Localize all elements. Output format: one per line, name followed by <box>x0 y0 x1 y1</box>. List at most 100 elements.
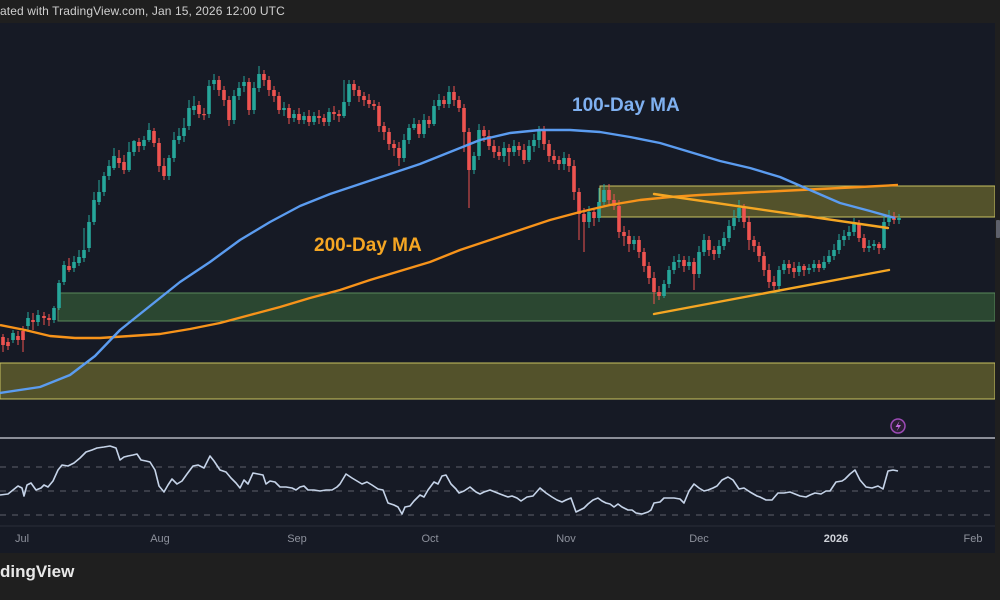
candle-body <box>577 192 581 214</box>
candle-body <box>617 206 621 232</box>
candle-body <box>717 246 721 254</box>
candle-body <box>687 262 691 266</box>
candle-body <box>672 262 676 270</box>
candle-body <box>837 240 841 250</box>
candle-body <box>92 200 96 222</box>
candle-body <box>287 108 291 118</box>
candle-body <box>522 150 526 160</box>
candle-body <box>417 124 421 134</box>
ascending-trendline[interactable] <box>652 268 891 316</box>
candle-body <box>512 146 516 152</box>
candle-body <box>497 152 501 156</box>
lightning-glyph <box>895 421 901 432</box>
candle-body <box>292 114 296 118</box>
candle-body <box>477 130 481 156</box>
ma200-line <box>0 183 899 340</box>
candle-body <box>197 105 201 114</box>
candle-body <box>682 260 686 266</box>
candle-body <box>557 160 561 164</box>
candle-body <box>372 104 376 106</box>
price-scale-edge <box>995 23 1000 553</box>
support-zone-lower[interactable] <box>0 362 995 400</box>
candle-body <box>452 92 456 100</box>
candle-body <box>437 100 441 106</box>
event-marker[interactable] <box>890 418 906 434</box>
candle-body <box>897 218 901 220</box>
support-zone-green[interactable] <box>57 292 995 322</box>
candle-body <box>827 256 831 262</box>
candle-body <box>387 132 391 144</box>
candle-body <box>797 266 801 272</box>
candle-body <box>52 308 56 320</box>
candle-body <box>407 128 411 140</box>
price-scale-handle[interactable] <box>996 220 1000 238</box>
candle-body <box>832 250 836 256</box>
candle-body <box>647 266 651 278</box>
ma100-label: 100-Day MA <box>572 95 680 116</box>
candle-body <box>747 222 751 240</box>
candle-body <box>642 252 646 266</box>
candle-body <box>97 192 101 202</box>
time-axis-label: Sep <box>287 533 307 545</box>
time-axis-label: Aug <box>150 533 170 545</box>
candle-body <box>232 96 236 120</box>
candle-body <box>582 214 586 222</box>
candle-body <box>82 250 86 258</box>
ma200-label: 200-Day MA <box>314 235 422 256</box>
top-bar: ated with TradingView.com, Jan 15, 2026 … <box>0 0 1000 22</box>
candle-body <box>102 176 106 192</box>
time-axis[interactable]: Jul Aug Sep Oct Nov Dec 2026 Feb <box>15 533 983 545</box>
tradingview-logo-text: dingView <box>0 562 75 581</box>
candle-body <box>167 158 171 176</box>
descending-trendline[interactable] <box>652 192 890 230</box>
candle-body <box>602 190 606 202</box>
time-axis-label: Dec <box>689 533 709 545</box>
candle-body <box>222 90 226 100</box>
candle-body <box>702 240 706 252</box>
candle-body <box>772 282 776 286</box>
candle-body <box>697 252 701 274</box>
candle-body <box>36 315 40 322</box>
time-axis-label: Nov <box>556 533 576 545</box>
candle-body <box>11 333 15 340</box>
candle-body <box>107 166 111 176</box>
candle-body <box>192 106 196 110</box>
candle-body <box>187 108 191 126</box>
candle-body <box>462 108 466 132</box>
candle-body <box>712 250 716 254</box>
candle-body <box>62 265 66 282</box>
candle-body <box>737 208 741 218</box>
candle-body <box>217 80 221 90</box>
candle-body <box>72 262 76 268</box>
candle-body <box>532 140 536 146</box>
ma-annotations: 100-Day MA 200-Day MA <box>314 95 680 256</box>
candle-body <box>502 148 506 156</box>
candle-body <box>632 240 636 244</box>
candle-body <box>1 337 5 345</box>
candle-body <box>667 270 671 284</box>
candle-body <box>202 114 206 116</box>
candle-body <box>592 212 596 218</box>
time-axis-label: Feb <box>964 533 983 545</box>
trendlines <box>652 192 891 316</box>
candle-body <box>542 130 546 144</box>
candle-body <box>357 90 361 96</box>
candle-body <box>337 114 341 116</box>
time-axis-label: Jul <box>15 533 29 545</box>
candle-body <box>412 124 416 128</box>
candle-body <box>312 116 316 122</box>
candle-body <box>867 246 871 248</box>
candle-body <box>762 256 766 270</box>
chart-area[interactable]: 100-Day MA 200-Day MA Jul Aug Sep Oct Nov Dec 2… <box>0 23 995 553</box>
price-chart[interactable]: 100-Day MA 200-Day MA Jul Aug Sep Oct Nov Dec 2… <box>0 23 995 553</box>
time-axis-label: 2026 <box>824 533 848 545</box>
candle-body <box>397 148 401 158</box>
candle-body <box>517 146 521 150</box>
candle-body <box>487 136 491 146</box>
candle-body <box>142 140 146 146</box>
candle-body <box>42 316 46 318</box>
candle-body <box>862 238 866 248</box>
candle-body <box>327 112 331 122</box>
candle-body <box>432 106 436 124</box>
candle-body <box>272 90 276 96</box>
